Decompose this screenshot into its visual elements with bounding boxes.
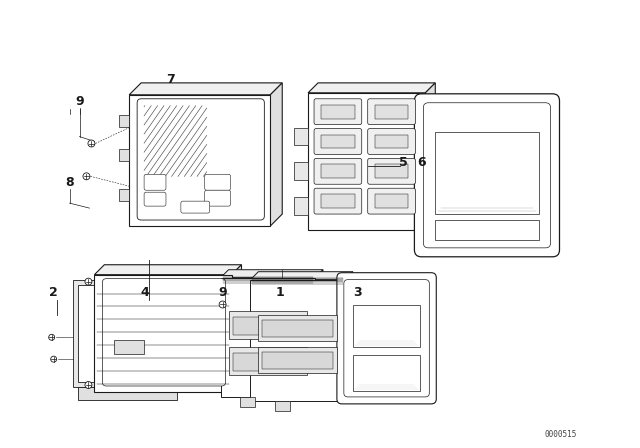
Bar: [308, 93, 426, 230]
Polygon shape: [345, 271, 353, 401]
Bar: [321, 164, 355, 178]
Bar: [119, 150, 129, 161]
Text: 4: 4: [141, 285, 150, 298]
Bar: [228, 347, 307, 375]
FancyBboxPatch shape: [314, 129, 362, 155]
Bar: [294, 197, 308, 215]
FancyBboxPatch shape: [205, 190, 230, 206]
FancyBboxPatch shape: [181, 201, 210, 213]
FancyBboxPatch shape: [337, 273, 436, 404]
Bar: [250, 280, 345, 401]
Bar: [374, 134, 408, 148]
FancyBboxPatch shape: [144, 192, 166, 206]
FancyBboxPatch shape: [368, 129, 415, 155]
Circle shape: [51, 356, 57, 362]
Text: 5: 5: [399, 156, 408, 169]
Polygon shape: [315, 270, 323, 397]
Text: 0000515: 0000515: [544, 430, 577, 439]
Bar: [259, 315, 337, 341]
FancyBboxPatch shape: [314, 99, 362, 125]
Bar: [435, 132, 539, 214]
Bar: [275, 401, 290, 411]
Bar: [321, 105, 355, 119]
Bar: [119, 189, 129, 201]
Bar: [129, 95, 270, 226]
Circle shape: [49, 334, 54, 340]
Bar: [232, 318, 303, 335]
Text: 1: 1: [276, 285, 285, 298]
Bar: [95, 275, 232, 392]
Text: 2: 2: [49, 285, 58, 298]
Text: 9: 9: [218, 285, 227, 298]
Text: 9: 9: [75, 95, 84, 108]
FancyBboxPatch shape: [314, 159, 362, 184]
Bar: [262, 352, 333, 369]
Bar: [232, 353, 303, 371]
Bar: [374, 194, 408, 208]
Circle shape: [88, 140, 95, 147]
FancyBboxPatch shape: [368, 159, 415, 184]
Circle shape: [83, 173, 90, 180]
Text: 8: 8: [65, 176, 74, 189]
Bar: [374, 164, 408, 178]
Polygon shape: [95, 265, 241, 275]
Text: 7: 7: [166, 73, 175, 86]
Polygon shape: [250, 271, 353, 280]
Polygon shape: [77, 387, 177, 400]
Circle shape: [85, 278, 92, 285]
Polygon shape: [221, 270, 323, 278]
Bar: [294, 128, 308, 146]
Bar: [119, 115, 129, 127]
Polygon shape: [72, 280, 95, 387]
Bar: [294, 162, 308, 180]
FancyBboxPatch shape: [137, 99, 264, 220]
Bar: [228, 311, 307, 339]
FancyBboxPatch shape: [415, 94, 559, 257]
FancyBboxPatch shape: [102, 279, 225, 386]
Circle shape: [219, 301, 226, 308]
FancyBboxPatch shape: [344, 280, 429, 397]
Polygon shape: [270, 83, 282, 226]
Polygon shape: [308, 83, 435, 93]
Bar: [353, 355, 420, 391]
Bar: [221, 278, 315, 397]
Circle shape: [85, 382, 92, 388]
Bar: [374, 105, 408, 119]
Polygon shape: [232, 265, 241, 392]
FancyBboxPatch shape: [368, 188, 415, 214]
FancyBboxPatch shape: [144, 174, 166, 190]
Bar: [321, 134, 355, 148]
Text: 6: 6: [417, 156, 426, 169]
Text: 3: 3: [353, 285, 362, 298]
Bar: [259, 347, 337, 373]
FancyBboxPatch shape: [314, 188, 362, 214]
Bar: [262, 320, 333, 337]
Bar: [435, 220, 539, 240]
Bar: [115, 340, 144, 354]
Bar: [353, 306, 420, 347]
Polygon shape: [129, 83, 282, 95]
Polygon shape: [426, 83, 435, 230]
Bar: [241, 397, 255, 407]
FancyBboxPatch shape: [205, 174, 230, 190]
FancyBboxPatch shape: [423, 103, 550, 248]
Bar: [321, 194, 355, 208]
FancyBboxPatch shape: [368, 99, 415, 125]
